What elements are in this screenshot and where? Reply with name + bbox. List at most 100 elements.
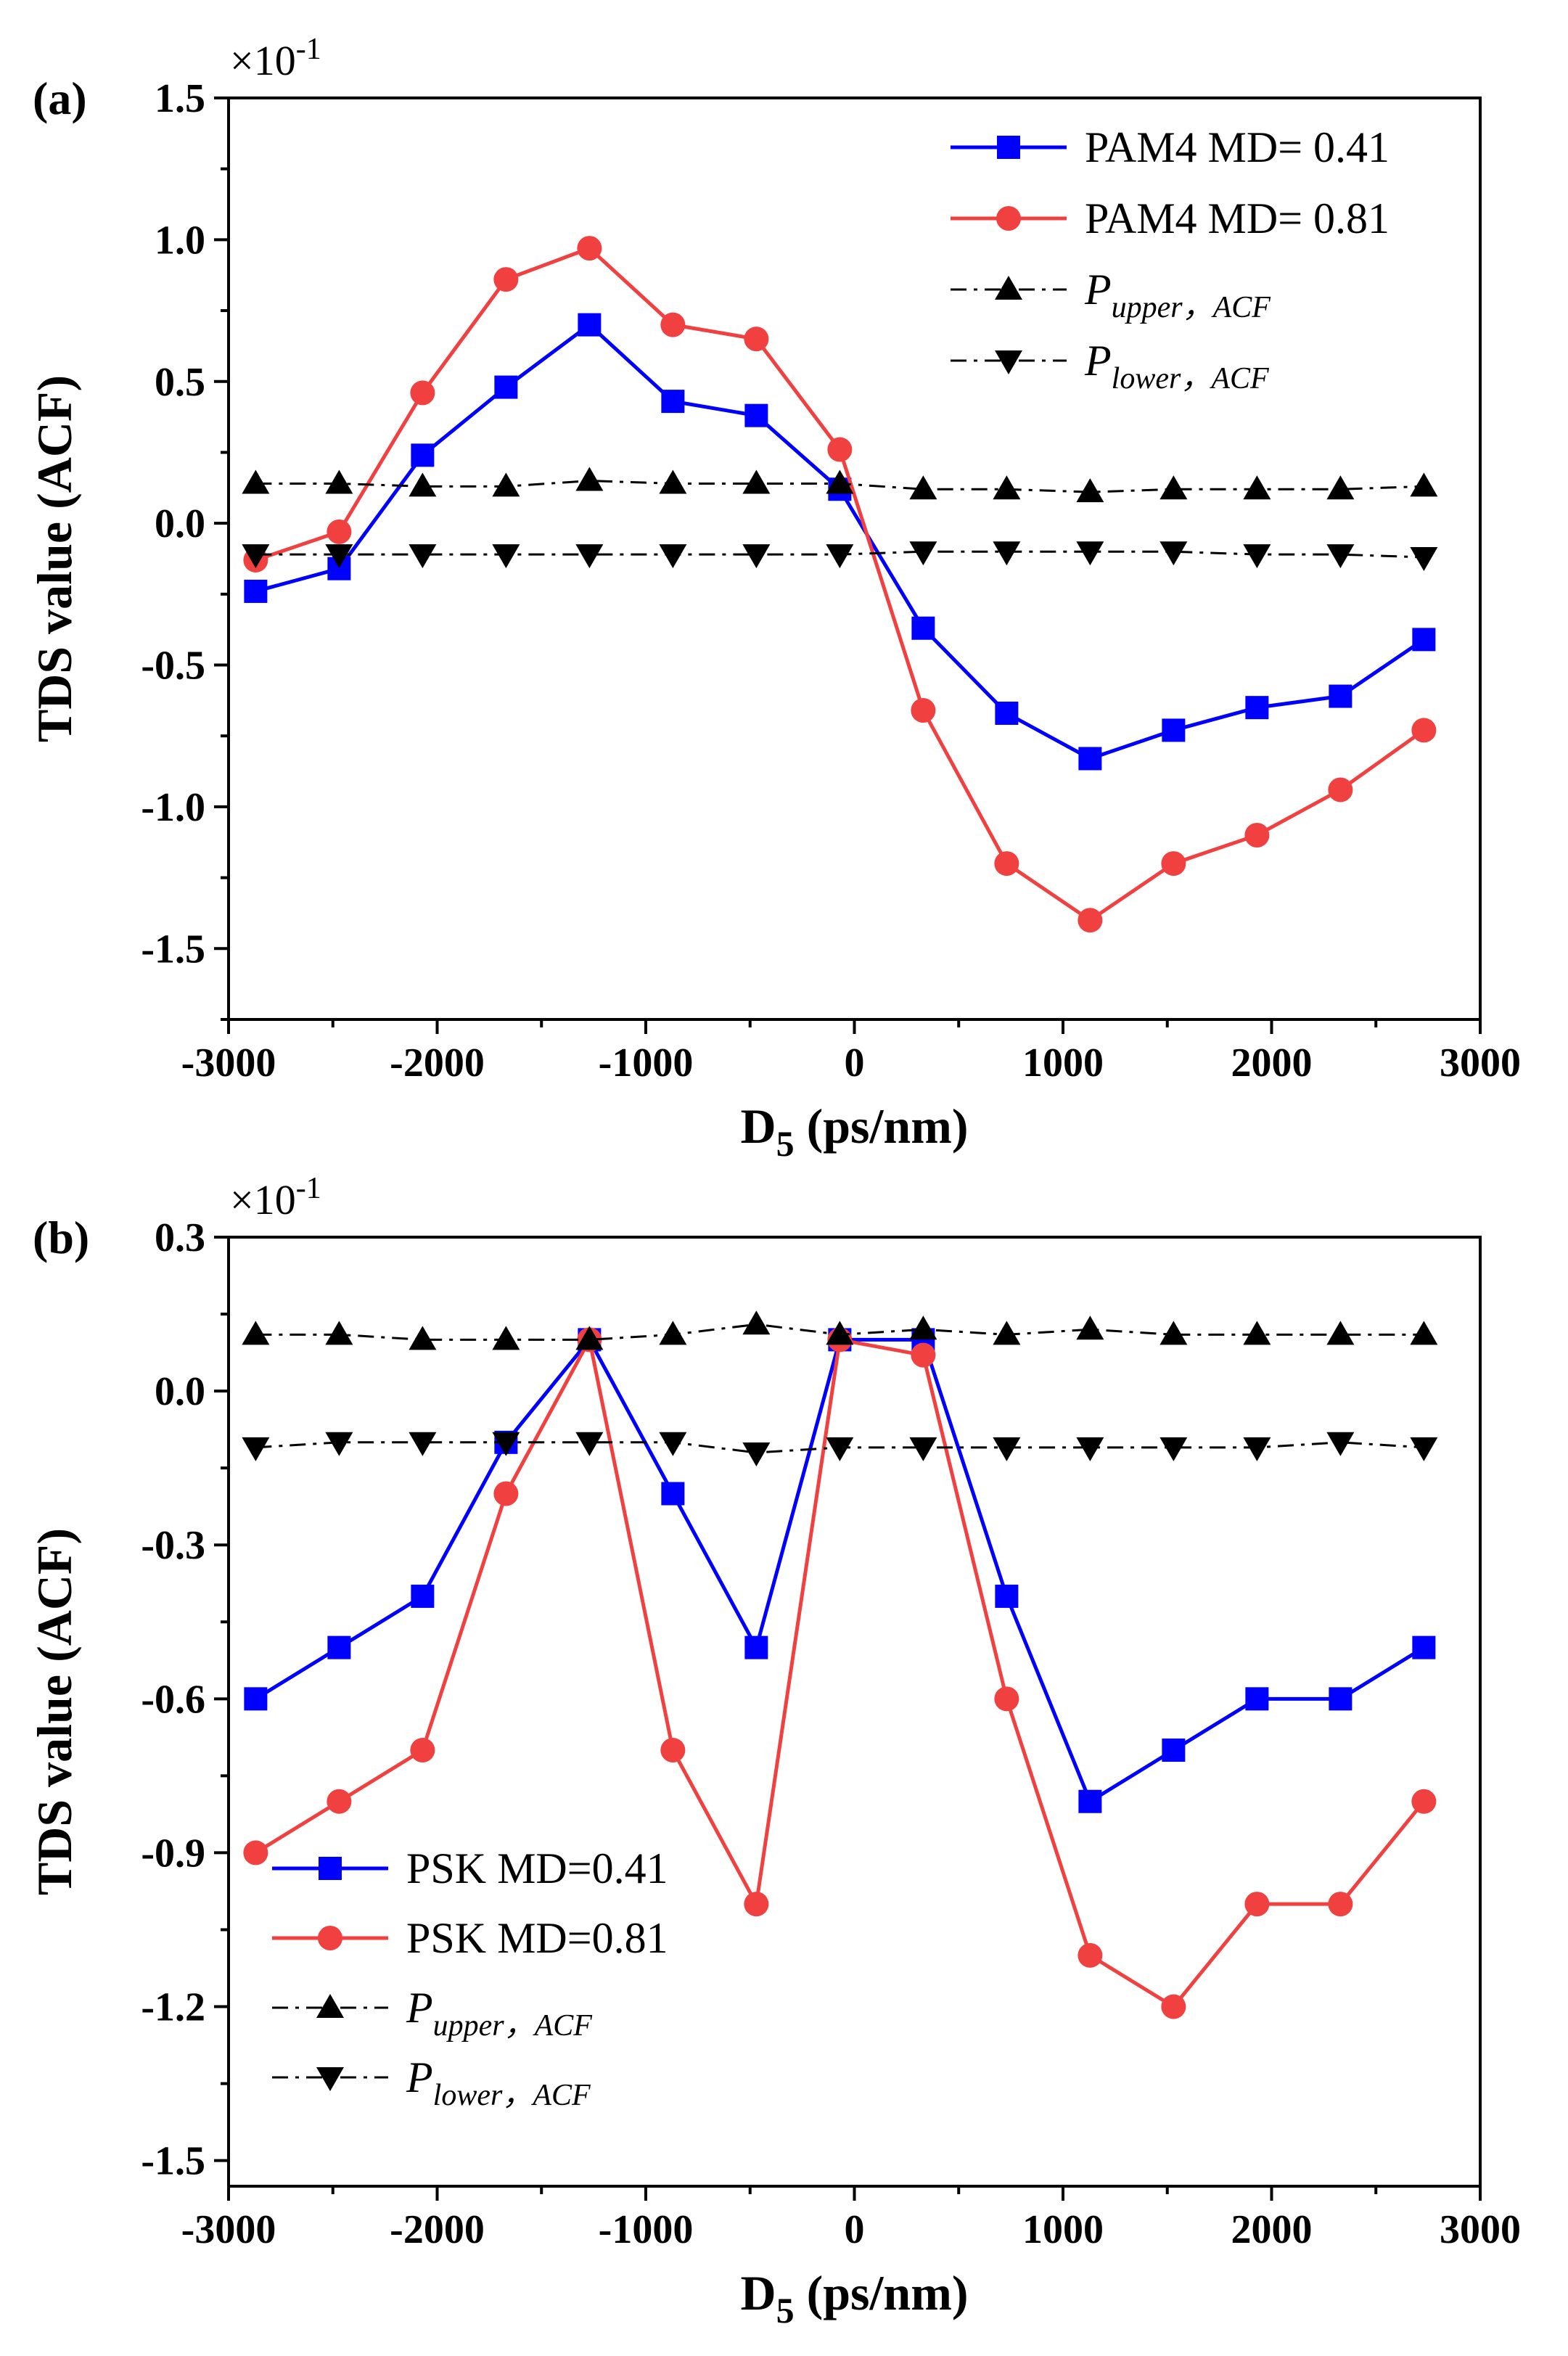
data-point	[911, 698, 936, 723]
data-point	[327, 519, 352, 544]
data-point	[826, 469, 854, 494]
data-point	[492, 544, 520, 569]
x-tick-label: -2000	[390, 2207, 485, 2252]
data-point	[659, 544, 687, 569]
series-line	[255, 246, 1425, 922]
data-point	[994, 1686, 1019, 1712]
legend-marker	[316, 1994, 344, 2018]
panel-label: (a)	[33, 73, 87, 124]
data-point	[1411, 718, 1437, 743]
data-point	[492, 472, 520, 497]
data-point	[1159, 541, 1188, 566]
data-point	[1329, 684, 1352, 708]
data-point	[909, 1315, 937, 1340]
data-point	[411, 443, 435, 467]
legend-label-main: P	[406, 1984, 433, 2032]
legend-marker	[995, 350, 1022, 374]
data-point	[911, 616, 935, 640]
data-point	[1410, 547, 1438, 572]
data-point	[1411, 1789, 1437, 1814]
data-point	[410, 380, 435, 406]
data-point	[1162, 1739, 1186, 1762]
data-point	[993, 541, 1021, 566]
data-point	[1244, 1892, 1270, 1917]
y-axis-label: TDS value (ACF)	[27, 1528, 82, 1895]
data-point	[742, 544, 771, 569]
data-point	[493, 267, 519, 292]
data-point	[993, 475, 1021, 500]
data-point	[243, 1840, 268, 1865]
data-point	[995, 1584, 1019, 1608]
data-point	[411, 1584, 435, 1608]
data-point	[492, 1432, 520, 1456]
plot-frame	[227, 1236, 1482, 2188]
data-point	[1243, 544, 1271, 569]
data-point	[1078, 908, 1103, 933]
data-point	[661, 1482, 685, 1506]
data-point	[1159, 1437, 1188, 1461]
legend-label-subscript: upper，ACF	[1112, 291, 1271, 324]
data-point	[1161, 1994, 1186, 2019]
data-point	[409, 1432, 437, 1456]
legend-label: Pupper，ACF	[1084, 266, 1271, 324]
chart-panel-a: -3000 -2000 -1000 0 1000 2000 3000 -1.5 -1.0 -0.5…	[27, 33, 1521, 1164]
data-point	[1328, 1892, 1353, 1917]
legend-label-subscript: lower，ACF	[433, 2079, 591, 2112]
data-point	[1159, 475, 1188, 500]
data-point	[410, 1738, 435, 1763]
x-tick-label: -3000	[181, 2207, 276, 2252]
data-point	[575, 1432, 604, 1456]
data-point	[742, 469, 771, 494]
exponent-base: ×10	[230, 37, 296, 84]
data-point	[575, 544, 604, 569]
x-axis-label-main: D	[740, 2265, 776, 2320]
y-tick-label: 1.5	[155, 76, 205, 121]
data-point	[1326, 1321, 1355, 1345]
data-point	[1326, 544, 1355, 569]
x-tick-label: -2000	[390, 1041, 485, 1085]
legend-label: Pupper，ACF	[406, 1984, 592, 2043]
data-point	[578, 313, 602, 337]
data-point	[826, 544, 854, 569]
data-point	[1410, 1437, 1438, 1461]
data-point	[744, 1892, 769, 1917]
legend-label: PAM4 MD= 0.41	[1085, 123, 1390, 171]
data-point	[409, 1326, 437, 1350]
data-point	[826, 1437, 854, 1461]
data-point	[1078, 1789, 1102, 1813]
data-point	[659, 1432, 687, 1456]
data-point	[1243, 1321, 1271, 1345]
x-tick-label: -1000	[599, 1041, 694, 1085]
data-point	[1076, 1437, 1104, 1461]
data-point	[911, 1342, 936, 1368]
data-point	[993, 1321, 1021, 1345]
exponent-power: -1	[296, 1172, 321, 1205]
y-tick-label: -1.5	[141, 2139, 205, 2184]
data-point	[909, 1437, 937, 1461]
x-tick-label: 2000	[1231, 1041, 1313, 1085]
data-point	[575, 1326, 604, 1350]
y-tick-label: -0.9	[141, 1831, 205, 1876]
legend-label-subscript: lower，ACF	[1112, 362, 1269, 395]
data-point	[242, 1321, 270, 1345]
data-point	[492, 1326, 520, 1350]
data-point	[325, 1432, 353, 1456]
data-point	[493, 1481, 519, 1506]
x-tick-label: -1000	[599, 2207, 694, 2252]
x-axis-label-subscript: 5	[776, 1123, 795, 1164]
legend-label: PSK MD=0.81	[406, 1914, 668, 1962]
data-point	[1078, 747, 1102, 771]
data-point	[242, 544, 270, 569]
x-axis-label: D5 (ps/nm)	[740, 2265, 968, 2331]
y-tick-label: -0.3	[141, 1523, 205, 1568]
y-tick-label: -1.5	[141, 927, 205, 972]
data-point	[1076, 541, 1104, 566]
data-point	[327, 1635, 351, 1659]
y-axis-label: TDS value (ACF)	[27, 375, 82, 742]
legend-label-main: P	[1084, 337, 1112, 385]
data-point	[1326, 1432, 1355, 1456]
y-tick-label: 0.3	[155, 1215, 205, 1260]
y-tick-label: -0.5	[141, 644, 205, 689]
data-point	[409, 544, 437, 569]
